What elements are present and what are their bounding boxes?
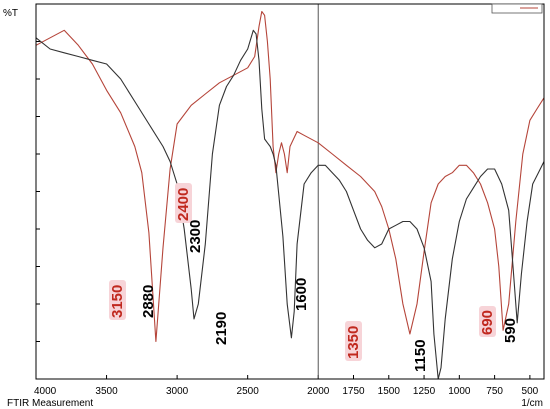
x-tick-label: 2500 xyxy=(237,386,260,397)
x-tick-label: 1500 xyxy=(378,386,401,397)
x-tick-label: 4000 xyxy=(34,386,57,397)
peak-label-text: 590 xyxy=(502,318,519,343)
x-tick-label: 2000 xyxy=(307,386,330,397)
x-tick-label: 1250 xyxy=(413,386,436,397)
series-line-2 xyxy=(35,29,545,380)
y-axis-label: %T xyxy=(3,8,18,19)
peak-label-highlight xyxy=(479,306,496,337)
plot-frame xyxy=(35,3,545,380)
x-tick-label: 1000 xyxy=(448,386,471,397)
peak-label-690: 690 xyxy=(479,306,496,337)
peak-label-text: 2300 xyxy=(187,220,204,253)
legend-box xyxy=(491,3,543,14)
peak-label-text: 1150 xyxy=(412,339,429,372)
peak-label-text: 1600 xyxy=(293,278,310,311)
peak-label-1350: 1350 xyxy=(345,321,362,361)
peak-label-text: 690 xyxy=(479,310,496,335)
peak-label-1600: 1600 xyxy=(293,278,310,311)
peak-label-3150: 3150 xyxy=(109,280,126,320)
series-layer xyxy=(35,10,545,380)
peak-label-text: 2190 xyxy=(213,312,230,345)
peak-label-2190: 2190 xyxy=(213,312,230,345)
peak-label-text: 2880 xyxy=(140,285,157,318)
peak-label-text: 3150 xyxy=(109,285,126,318)
peak-label-2400: 2400 xyxy=(175,183,192,223)
x-tick-label: 750 xyxy=(486,386,503,397)
peak-label-text: 2400 xyxy=(175,188,192,221)
x-ticks: 4000 3500 3000 2500 2000 1750 1500 1250 1000 750 5… xyxy=(34,375,539,397)
x-tick-label: 500 xyxy=(522,386,539,397)
peak-label-highlight xyxy=(345,321,362,361)
x-tick-label: 1750 xyxy=(342,386,365,397)
peak-label-2880: 2880 xyxy=(140,285,157,318)
peak-label-2300: 2300 xyxy=(187,220,204,253)
peak-label-text: 1350 xyxy=(345,326,362,359)
x-axis-unit: 1/cm xyxy=(521,398,543,409)
peak-label-590: 590 xyxy=(502,318,519,343)
peak-label-highlight xyxy=(109,280,126,320)
legend xyxy=(491,3,543,14)
peak-label-1150: 1150 xyxy=(412,339,429,372)
x-tick-label: 3000 xyxy=(166,386,189,397)
x-tick-label: 3500 xyxy=(95,386,118,397)
x-axis-label: FTIR Measurement xyxy=(7,398,93,409)
peak-label-highlight xyxy=(175,183,192,223)
